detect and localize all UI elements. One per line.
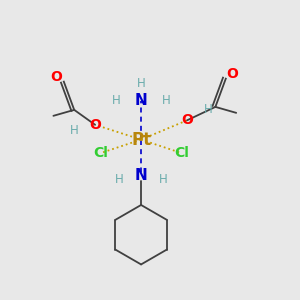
Text: H: H [114,173,123,186]
Text: H: H [162,94,171,107]
Text: H: H [159,173,168,186]
Text: H: H [111,94,120,107]
Text: H: H [70,124,79,137]
Text: N: N [135,94,148,109]
Text: N: N [135,168,148,183]
Text: O: O [89,118,101,132]
Text: Cl: Cl [174,146,189,160]
Text: O: O [50,70,62,84]
Text: H: H [204,103,212,116]
Text: O: O [181,113,193,127]
Text: O: O [226,67,238,81]
Text: H: H [137,76,146,90]
Text: Cl: Cl [94,146,108,160]
Text: Pt: Pt [131,130,151,148]
